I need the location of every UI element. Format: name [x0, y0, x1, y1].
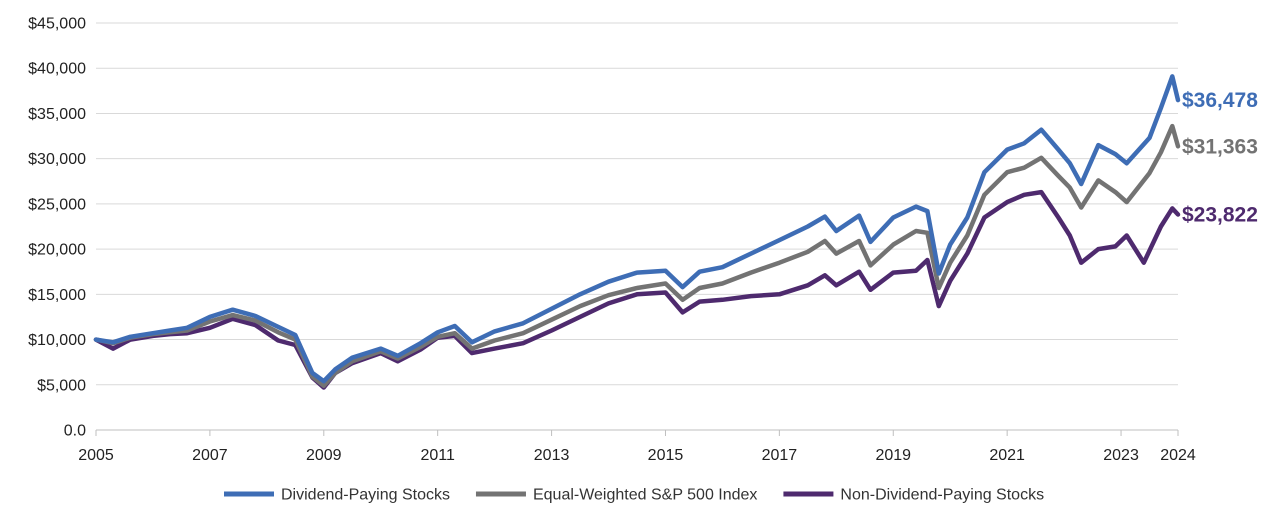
x-tick-label: 2023	[1103, 447, 1139, 464]
x-tick-label: 2005	[78, 447, 114, 464]
x-tick-label: 2007	[192, 447, 228, 464]
x-tick-label: 2024	[1160, 447, 1196, 464]
series-lines	[93, 74, 1181, 390]
x-tick-label: 2021	[989, 447, 1025, 464]
end-value-label: $23,822	[1182, 204, 1258, 227]
x-tick-label: 2017	[762, 447, 798, 464]
x-axis-ticks: 2005 2007 2009 2011 2013 2015 2017 2019 2021 2023…	[78, 430, 1196, 464]
y-tick-label: $20,000	[28, 242, 86, 259]
y-tick-label: $25,000	[28, 196, 86, 213]
y-tick-label: 0.0	[64, 423, 86, 440]
series-line	[93, 189, 1181, 390]
end-value-label: $36,478	[1182, 89, 1258, 112]
series-line	[93, 74, 1181, 384]
x-tick-label: 2019	[875, 447, 911, 464]
y-tick-label: $15,000	[28, 287, 86, 304]
legend-label: Equal-Weighted S&P 500 Index	[533, 487, 757, 504]
y-axis-ticks: 0.0 $5,000 $10,000 $15,000 $20,000 $25,000 $30…	[28, 16, 86, 440]
y-tick-label: $10,000	[28, 332, 86, 349]
legend-item: Equal-Weighted S&P 500 Index	[475, 487, 757, 504]
x-tick-label: 2015	[648, 447, 684, 464]
legend: Dividend-Paying Stocks Equal-Weighted S&P…	[224, 487, 1044, 504]
y-tick-label: $5,000	[37, 377, 86, 394]
x-tick-label: 2009	[306, 447, 342, 464]
end-value-label: $31,363	[1182, 135, 1258, 158]
y-tick-label: $30,000	[28, 151, 86, 168]
series-line	[93, 123, 1181, 388]
legend-item: Non-Dividend-Paying Stocks	[783, 487, 1044, 504]
gridlines	[96, 22, 1178, 386]
x-tick-label: 2011	[420, 447, 455, 464]
y-tick-label: $45,000	[28, 16, 86, 33]
y-tick-label: $40,000	[28, 61, 86, 78]
legend-item: Dividend-Paying Stocks	[224, 487, 450, 504]
end-value-labels: $36,478 $31,363 $23,822	[1182, 89, 1258, 226]
x-tick-label: 2013	[534, 447, 570, 464]
y-tick-label: $35,000	[28, 106, 86, 123]
legend-label: Non-Dividend-Paying Stocks	[840, 487, 1044, 504]
legend-label: Dividend-Paying Stocks	[281, 487, 450, 504]
